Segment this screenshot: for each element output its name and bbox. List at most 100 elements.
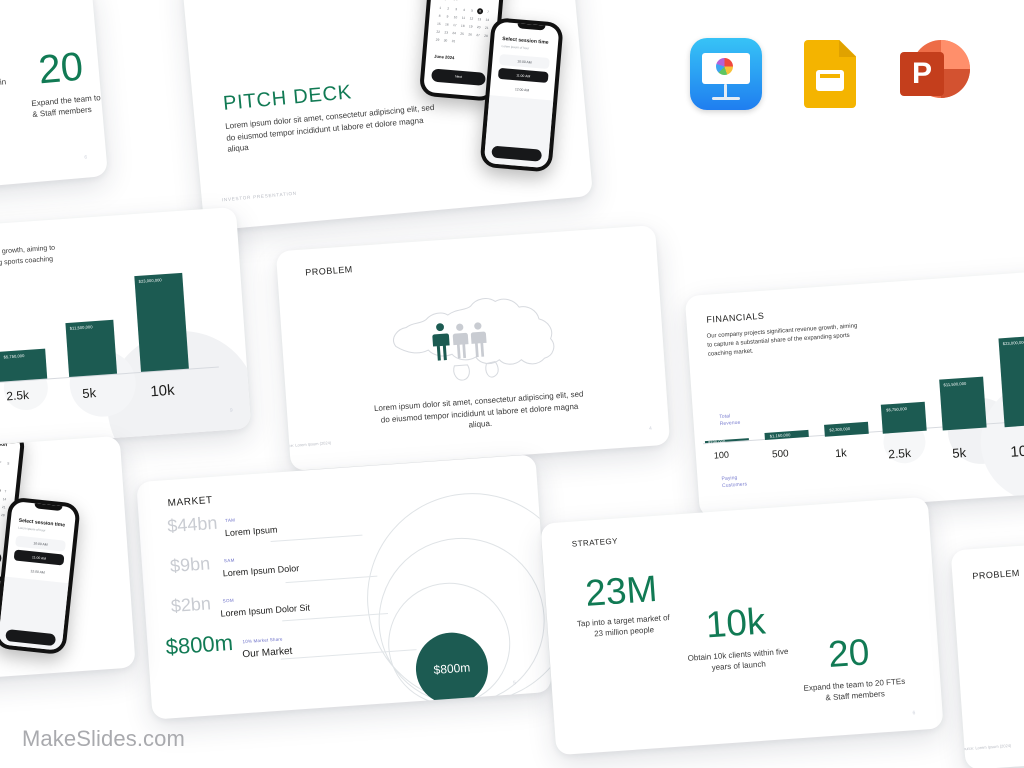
page-number: 4	[648, 425, 653, 432]
day-cell[interactable]: 26	[468, 32, 473, 37]
ppt-circle-dark	[941, 69, 970, 98]
problem-title: PROBLEM	[304, 264, 354, 278]
market-label: Lorem Ipsum Dolor	[222, 563, 300, 579]
time-option-selected[interactable]: 11:00 AM	[497, 67, 549, 83]
day-cell[interactable]: 21	[1, 505, 6, 510]
day-cell[interactable]: 7	[4, 489, 7, 494]
watermark-makeslides: MakeSlides.com	[22, 726, 185, 751]
problem-body: Lorem ipsum dolor sit amet, consectetur …	[373, 389, 584, 430]
market-tag: SAM	[223, 557, 235, 564]
phone-next-label: Next	[454, 74, 463, 79]
time-option[interactable]: 12:00 AM	[496, 81, 548, 97]
problem-source: Source: Lorem Ipsum (2024)	[280, 440, 332, 449]
day-cell[interactable]: 25	[460, 31, 465, 36]
phone-screen: Select session time Lorem ipsum of hour …	[483, 21, 560, 169]
day-cell[interactable]: 23	[444, 30, 449, 35]
bar-value-label: $23,000,000	[1002, 339, 1024, 347]
market-bubble-label: $800m	[433, 660, 471, 677]
slide-strategy-topleft[interactable]: k s within nch 20 Expand the team to 20 …	[0, 0, 109, 198]
time-option[interactable]: 10:00 AM	[499, 53, 550, 70]
slide-strategy[interactable]: STRATEGY 23M Tap into a target market of…	[540, 496, 944, 756]
financials-title: FINANCIALS	[706, 310, 765, 325]
strategy-stat-20: 20	[36, 44, 85, 93]
day-cell[interactable]: 30	[443, 38, 448, 43]
day-cell[interactable]: 15	[436, 21, 441, 26]
problem-right-title: PROBLEM	[972, 567, 1021, 582]
time-option[interactable]: 12:00 AM	[12, 563, 64, 580]
app-icon-row: P	[690, 38, 970, 110]
day-cell[interactable]: 21	[484, 25, 489, 31]
slide-problem[interactable]: PROBLEM Lore	[275, 225, 671, 471]
strategy-caption: Tap into a target market of 23 million p…	[576, 613, 671, 639]
slide-problem-right[interactable]: PROBLEM Source: Lorem Ipsum (2024)	[950, 533, 1024, 768]
people-group-icon	[432, 322, 487, 361]
day-cell[interactable]: 2	[447, 6, 450, 11]
chart-bar: $5,750,000	[880, 401, 927, 434]
day-cell[interactable]: 1	[439, 5, 442, 10]
slide-market[interactable]: MARKET $44bn TAM Lorem Ipsum $9bn SAM Lo…	[136, 454, 552, 720]
bar-value-label: $5,750,000	[3, 353, 25, 360]
market-leader-line	[285, 575, 378, 584]
chart-bar: $23,000,000	[134, 272, 189, 372]
ppt-circle-light	[941, 40, 970, 69]
phone-notch	[34, 503, 63, 512]
day-cell[interactable]: 28	[0, 513, 5, 518]
keynote-icon[interactable]	[690, 38, 762, 110]
day-cell[interactable]: 24	[452, 31, 457, 36]
slide-financials[interactable]: FINANCIALS Our company projects signific…	[684, 268, 1024, 518]
calendar-next-month-label: June 2024	[433, 53, 455, 61]
market-leader-line	[270, 534, 363, 543]
slide-financials-left[interactable]: nue growth, aiming to nding sports coach…	[0, 206, 252, 460]
day-cell-selected[interactable]: 6	[0, 487, 1, 494]
day-cell[interactable]: 16	[444, 22, 449, 27]
day-cell[interactable]: 3	[455, 7, 458, 12]
market-value: $44bn	[166, 512, 218, 537]
time-option-selected[interactable]: 11:00 AM	[13, 549, 65, 566]
day-cell[interactable]: 13	[477, 17, 482, 22]
day-cell[interactable]: 20	[476, 25, 481, 30]
day-cell[interactable]: 31	[451, 38, 456, 44]
strategy-caption: Expand the team to 20 FTEs & Staff membe…	[803, 676, 906, 703]
day-cell[interactable]: 10	[453, 15, 458, 20]
day-cell[interactable]: 4	[463, 7, 466, 12]
day-cell[interactable]: 7	[486, 9, 490, 14]
chart-category-label: 1k	[834, 447, 848, 461]
day-cell-selected[interactable]: 6	[476, 8, 484, 15]
day-cell[interactable]: 22	[436, 29, 441, 34]
day-cell[interactable]: 18	[460, 23, 465, 29]
day-cell[interactable]: 14	[2, 497, 7, 502]
map-outline-icon	[393, 298, 555, 381]
time-option[interactable]: 10:00 AM	[15, 535, 66, 552]
day-cell[interactable]: 27	[476, 33, 480, 38]
powerpoint-icon[interactable]: P	[898, 38, 970, 110]
day-cell[interactable]: 19	[468, 24, 473, 29]
day-cell[interactable]: 8	[438, 13, 441, 18]
chart-category-label: 5k	[81, 385, 97, 402]
chart-y-axis-label: Total Revenue	[719, 413, 741, 427]
day-cell[interactable]: 17	[452, 23, 457, 28]
chart-bar: $1,150,000	[764, 429, 809, 440]
bar-value-label: $11,500,000	[69, 324, 93, 331]
chart-bar: $11,500,000	[939, 376, 987, 431]
day-cell[interactable]: 14	[485, 17, 490, 23]
phone-mockup-time: Select session time Lorem ipsum of hour …	[479, 17, 564, 173]
bar-value-label: $1,150,000	[769, 432, 791, 439]
page-number: 5	[512, 680, 517, 687]
market-label: Lorem Ipsum	[224, 524, 278, 539]
day-cell[interactable]: 28	[484, 33, 488, 38]
strategy-stat: 10k	[704, 600, 767, 646]
slide-pitch-deck[interactable]: PITCH DECK Lorem ipsum dolor sit amet, c…	[180, 0, 594, 232]
day-cell[interactable]: 29	[435, 37, 440, 42]
phone-next-button[interactable]: Next	[431, 68, 486, 86]
chart-category-label: 100	[713, 449, 730, 461]
day-cell[interactable]: 9	[446, 14, 449, 19]
day-cell[interactable]: 12	[469, 16, 474, 21]
chart-x-axis-label: Paying Customers	[721, 474, 748, 489]
slide-phone-mockups[interactable]: Select start session date Lorem ipsum co…	[0, 435, 136, 689]
day-cell[interactable]: 5	[471, 8, 474, 13]
bar-value-label: $230,000	[707, 438, 726, 445]
day-cell[interactable]: 11	[461, 15, 466, 21]
google-slides-icon[interactable]	[794, 38, 866, 110]
